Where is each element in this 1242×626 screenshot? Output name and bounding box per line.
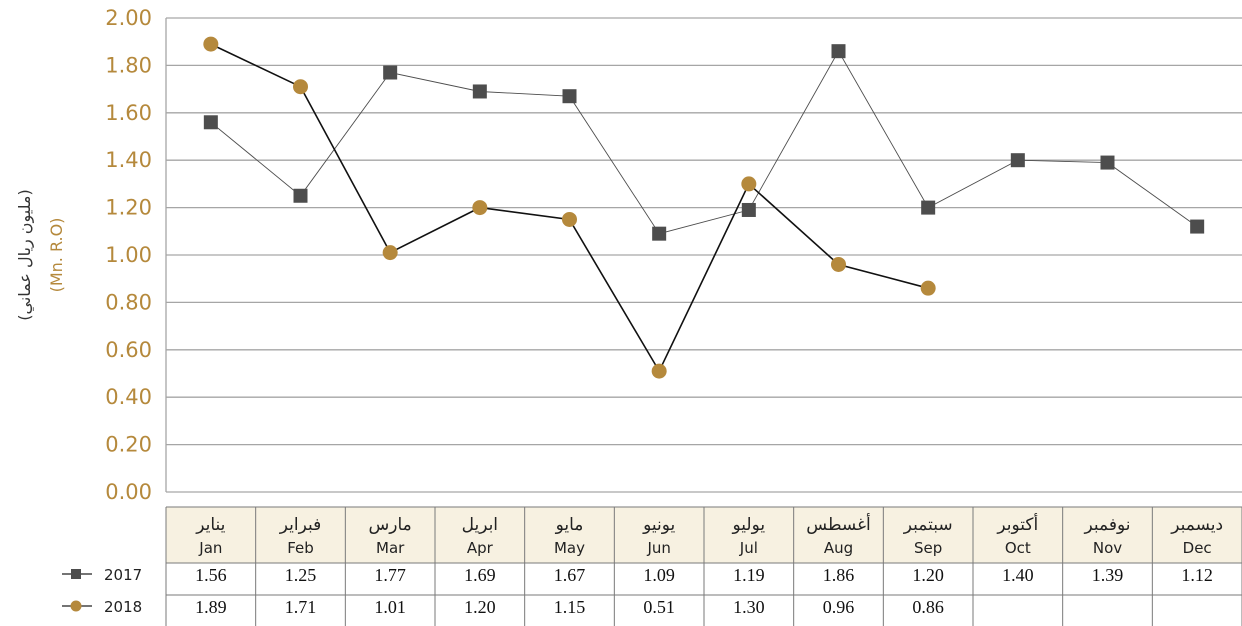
data-label-2017: 1.25 (285, 565, 317, 585)
y-tick-label: 1.20 (105, 196, 152, 220)
category-label: Jan (198, 539, 222, 557)
data-label-2018: 1.15 (554, 597, 586, 617)
point-2017-Jun (652, 226, 667, 241)
point-2017-Aug (831, 44, 846, 59)
data-label-2017: 1.20 (912, 565, 944, 585)
data-table: يناير Jan فبراير Feb مارس Mar ابريل Apr مايو May ي… (62, 506, 1242, 626)
point-2017-Dec (1190, 219, 1205, 234)
point-2017-Mar (383, 65, 398, 80)
category-label: Jun (646, 539, 670, 557)
data-label-2018: 1.89 (195, 597, 227, 617)
data-label-2017: 1.67 (554, 565, 586, 585)
category-label-arabic: أغسطس (806, 513, 870, 535)
data-label-2017: 1.12 (1181, 565, 1213, 585)
category-label: Mar (376, 539, 405, 557)
point-2018-May (562, 211, 577, 227)
category-label-arabic: سبتمبر (903, 515, 953, 535)
category-label: Dec (1183, 539, 1212, 557)
y-axis-label-english: (Mn. R.O) (47, 218, 66, 293)
data-label-2017: 1.39 (1092, 565, 1124, 585)
data-label-2018: 1.71 (285, 597, 317, 617)
y-tick-label: 1.60 (105, 101, 152, 125)
y-tick-label: 0.40 (105, 385, 152, 409)
point-2018-Mar (382, 245, 398, 261)
category-label: Jul (739, 539, 758, 557)
data-label-2017: 1.86 (823, 565, 855, 585)
category-label-arabic: ديسمبر (1170, 515, 1223, 535)
y-tick-label: 0.60 (105, 338, 152, 362)
data-label-2018: 1.01 (374, 597, 406, 617)
legend-label-2017: 2017 (104, 566, 142, 584)
y-tick-label: 1.80 (105, 53, 152, 77)
series-line-2017 (210, 50, 1198, 235)
legend-label-2018: 2018 (104, 598, 142, 616)
point-2018-Apr (472, 200, 488, 216)
y-axis-label-arabic: (مليون ريال عماني) (15, 189, 35, 321)
data-label-2018: 0.86 (912, 597, 944, 617)
point-2017-Nov (1100, 155, 1115, 170)
y-tick-label: 2.00 (105, 6, 152, 30)
category-label: Aug (824, 539, 853, 557)
category-label-arabic: فبراير (279, 515, 321, 535)
data-label-2018: 1.20 (464, 597, 496, 617)
point-2018-Jun (651, 363, 667, 379)
data-label-2017: 1.56 (195, 565, 227, 585)
category-label-arabic: مارس (369, 515, 412, 535)
point-2018-Feb (293, 79, 308, 95)
data-label-2017: 1.09 (643, 565, 675, 585)
point-2017-Jan (203, 115, 218, 130)
category-label: Oct (1005, 539, 1031, 557)
data-label-2017: 1.77 (374, 565, 406, 585)
point-2018-Aug (831, 256, 846, 272)
category-label-arabic: مايو (555, 515, 584, 535)
category-label-arabic: نوفمبر (1084, 515, 1131, 535)
data-label-2017: 1.69 (464, 565, 496, 585)
y-axis-ticks: 0.00 0.20 0.40 0.60 0.80 1.00 1.20 1.40 1.60 1.80… (105, 6, 152, 504)
category-label: Feb (287, 539, 314, 557)
category-label-arabic: يوليو (732, 515, 766, 535)
y-tick-label: 0.20 (105, 433, 152, 457)
point-2018-Sep (920, 280, 936, 296)
series-lines (203, 36, 1205, 379)
point-2017-Oct (1010, 153, 1025, 168)
data-label-2018: 0.96 (823, 597, 855, 617)
y-tick-label: 0.80 (105, 290, 152, 314)
point-2018-Jan (203, 36, 219, 52)
point-2017-May (562, 89, 577, 104)
data-label-2018: 1.30 (733, 597, 765, 617)
point-2017-Jul (741, 202, 756, 217)
category-label-arabic: أكتوبر (996, 513, 1038, 535)
gridlines (165, 17, 1242, 493)
data-label-2017: 1.19 (733, 565, 765, 585)
category-label-arabic: يونيو (642, 515, 675, 535)
category-label-arabic: ابريل (462, 515, 498, 535)
category-label: May (554, 539, 585, 557)
data-label-2018: 0.51 (643, 597, 675, 617)
point-2018-Jul (741, 176, 757, 192)
legend-marker-2018 (70, 600, 82, 612)
y-tick-label: 1.40 (105, 148, 152, 172)
category-label-arabic: يناير (195, 515, 225, 535)
point-2017-Sep (921, 200, 936, 215)
point-2017-Feb (293, 188, 308, 203)
legend-marker-2017 (71, 569, 81, 579)
y-tick-label: 0.00 (105, 480, 152, 504)
y-tick-label: 1.00 (105, 243, 152, 267)
category-label: Apr (467, 539, 494, 557)
category-label: Nov (1093, 539, 1122, 557)
data-label-2017: 1.40 (1002, 565, 1034, 585)
point-2017-Apr (472, 84, 487, 99)
category-label: Sep (914, 539, 942, 557)
